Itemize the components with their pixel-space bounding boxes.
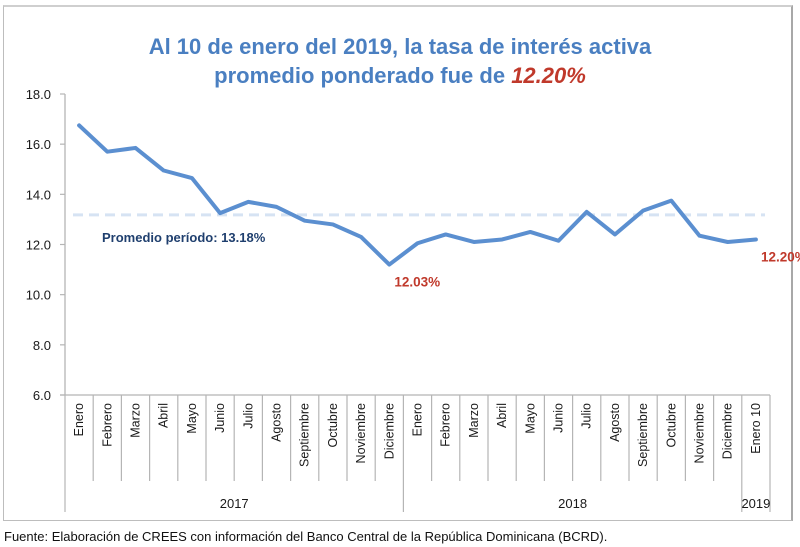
chart-title-line2: promedio ponderado fue de 12.20% <box>214 63 586 88</box>
x-tick-label: Febrero <box>100 403 114 447</box>
x-tick-label: Julio <box>580 403 594 429</box>
x-tick-label: Mayo <box>523 403 537 434</box>
x-tick-label: Diciembre <box>721 403 735 459</box>
x-tick-label: Octubre <box>664 403 678 448</box>
x-tick-label: Mayo <box>185 403 199 434</box>
x-tick-label: Enero <box>72 403 86 436</box>
x-tick-label: Abril <box>157 403 171 428</box>
y-tick-label: 10.0 <box>26 288 51 303</box>
x-tick-label: Agosto <box>608 403 622 442</box>
data-label: 12.03% <box>394 275 440 290</box>
average-label: Promedio período: 13.18% <box>102 230 266 245</box>
chart-title-highlight: 12.20% <box>511 63 586 88</box>
axes: 6.0 8.0 10.0 12.0 14.0 16.0 18.0 Enero Febrero Ma… <box>26 87 771 512</box>
y-tick-label: 14.0 <box>26 187 51 202</box>
source-note: Fuente: Elaboración de CREES con informa… <box>4 529 608 544</box>
group-label: 2018 <box>558 496 587 511</box>
y-tick-label: 8.0 <box>33 338 51 353</box>
x-tick-label: Noviembre <box>693 403 707 463</box>
y-tick-label: 18.0 <box>26 87 51 102</box>
x-tick-label: Septiembre <box>636 403 650 467</box>
x-tick-label: Marzo <box>467 403 481 438</box>
x-tick-label: Junio <box>213 403 227 433</box>
group-label: 2017 <box>220 496 249 511</box>
chart-title-prefix: promedio ponderado fue de <box>214 63 511 88</box>
x-tick-label: Junio <box>552 403 566 433</box>
average-line-group: Promedio período: 13.18% <box>73 213 765 245</box>
y-tick-label: 12.0 <box>26 238 51 253</box>
y-tick-label: 6.0 <box>33 388 51 403</box>
group-label: 2019 <box>741 496 770 511</box>
y-tick-label: 16.0 <box>26 137 51 152</box>
series-group <box>77 123 758 267</box>
x-tick-label: Septiembre <box>298 403 312 467</box>
x-tick-label: Diciembre <box>382 403 396 459</box>
x-tick-label: Agosto <box>270 403 284 442</box>
data-label: 12.20% <box>761 249 800 264</box>
x-tick-label: Julio <box>241 403 255 429</box>
chart-title-line1: Al 10 de enero del 2019, la tasa de inte… <box>149 34 652 59</box>
annotations-group: 12.03% 12.20% <box>394 249 800 289</box>
x-tick-label: Enero 10 <box>749 403 763 454</box>
x-tick-label: Enero <box>411 403 425 436</box>
x-tick-label: Noviembre <box>354 403 368 463</box>
x-tick-label: Octubre <box>326 403 340 448</box>
x-tick-label: Abril <box>495 403 509 428</box>
x-tick-label: Marzo <box>129 403 143 438</box>
x-tick-label: Febrero <box>439 403 453 447</box>
chart-frame <box>3 5 793 521</box>
